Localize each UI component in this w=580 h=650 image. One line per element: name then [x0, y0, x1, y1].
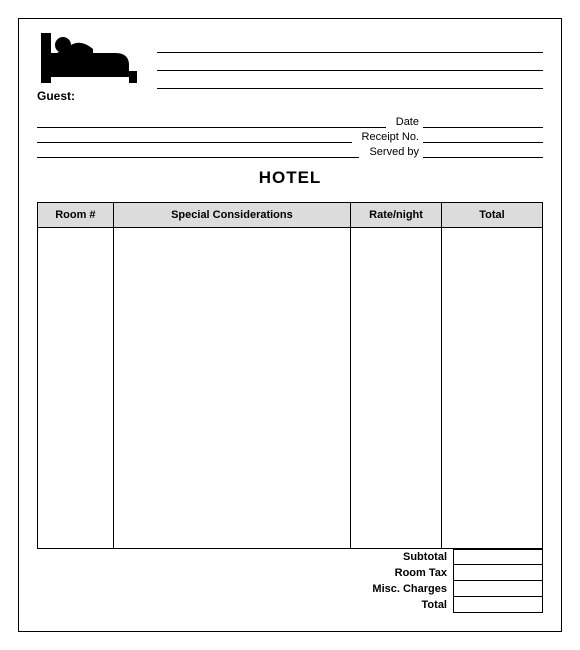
roomtax-field[interactable] — [453, 565, 543, 581]
header-top-row: Guest: — [37, 31, 543, 103]
grandtotal-field[interactable] — [453, 597, 543, 613]
misc-label: Misc. Charges — [363, 581, 453, 597]
company-line-3[interactable] — [157, 75, 543, 89]
page-title: HOTEL — [37, 168, 543, 188]
company-lines — [157, 31, 543, 93]
date-field[interactable] — [423, 113, 543, 128]
guest-line-1[interactable] — [37, 113, 386, 128]
receipt-no-field[interactable] — [423, 128, 543, 143]
bed-icon — [37, 31, 142, 86]
served-by-label: Served by — [359, 146, 423, 158]
col-room: Room # — [38, 203, 114, 228]
col-considerations: Special Considerations — [113, 203, 350, 228]
meta-block: Date Receipt No. Served by — [37, 113, 543, 158]
receipt-no-label: Receipt No. — [352, 131, 423, 143]
served-by-field[interactable] — [423, 143, 543, 158]
subtotal-label: Subtotal — [363, 549, 453, 565]
date-label: Date — [386, 116, 423, 128]
subtotal-field[interactable] — [453, 549, 543, 565]
company-line-2[interactable] — [157, 57, 543, 71]
roomtax-label: Room Tax — [363, 565, 453, 581]
guest-line-2[interactable] — [37, 128, 352, 143]
col-total: Total — [441, 203, 542, 228]
guest-line-3[interactable] — [37, 143, 359, 158]
table-body-row[interactable] — [38, 228, 543, 548]
grandtotal-label: Total — [363, 597, 453, 613]
totals-block: Subtotal Room Tax Misc. Charges Total — [37, 549, 543, 613]
guest-label: Guest: — [37, 89, 157, 103]
misc-field[interactable] — [453, 581, 543, 597]
logo-column: Guest: — [37, 31, 157, 103]
table-header-row: Room # Special Considerations Rate/night… — [38, 203, 543, 228]
line-items-table: Room # Special Considerations Rate/night… — [37, 202, 543, 549]
col-rate: Rate/night — [351, 203, 442, 228]
company-line-1[interactable] — [157, 39, 543, 53]
receipt-sheet: Guest: Date Receipt No. Served by HOTEL — [18, 18, 562, 632]
